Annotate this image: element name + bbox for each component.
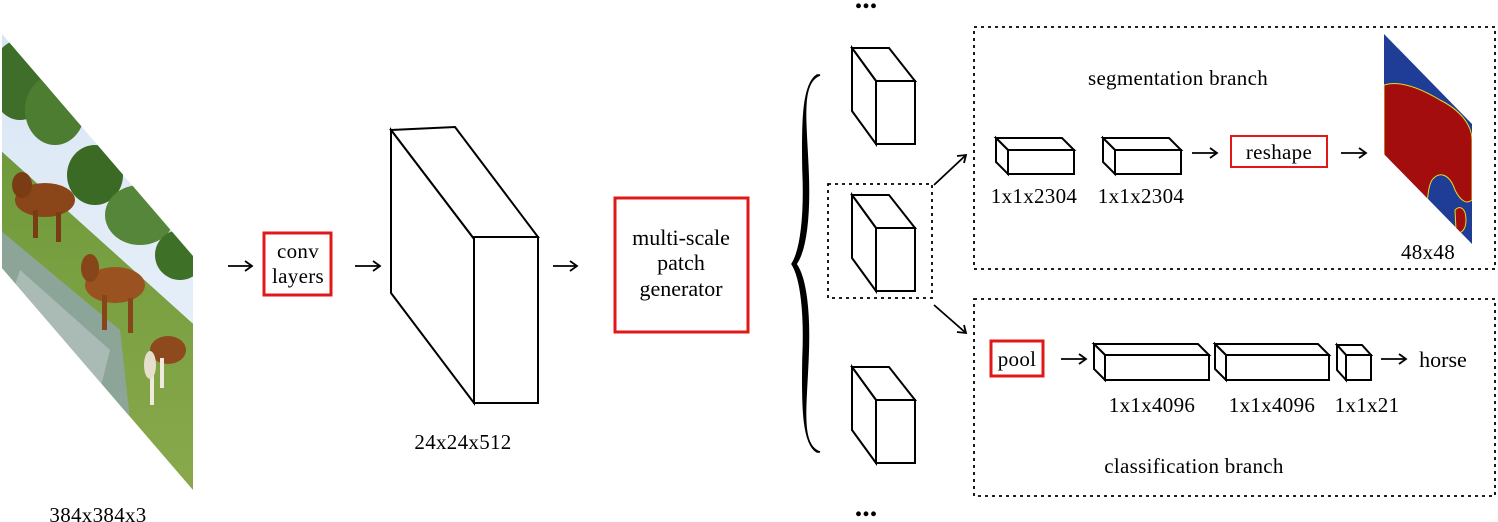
reshape-box: reshape [1230, 135, 1328, 168]
reshape-label: reshape [1246, 140, 1312, 164]
arrow-features-to-generator [553, 260, 579, 272]
arrow-to-cls-fc1 [1061, 353, 1088, 365]
feature-map-volume [389, 125, 540, 406]
selected-patch-frame [827, 183, 933, 299]
arrow-to-segmentation [933, 153, 968, 186]
conv-label-line1: conv [277, 239, 319, 263]
arrow-to-mask [1341, 147, 1368, 159]
arrow-to-reshape [1192, 147, 1219, 159]
input-image [2, 34, 193, 490]
arrow-to-classification [933, 304, 968, 335]
conv-label-line2: layers [272, 264, 324, 288]
cls-fc1-label: 1x1x4096 [1109, 393, 1195, 417]
seg-fc1-label: 1x1x2304 [991, 184, 1078, 208]
segmentation-branch-frame [973, 26, 1496, 270]
generator-label-line1: multi-scale [632, 225, 730, 250]
arrow-to-class [1381, 353, 1408, 365]
segmentation-branch-title: segmentation branch [1088, 66, 1268, 90]
arrow-input-to-conv [228, 260, 254, 272]
input-size-label: 384x384x3 [49, 503, 146, 522]
pool-box: pool [989, 339, 1045, 378]
predicted-class-label: horse [1419, 347, 1467, 372]
patch-cube-middle [850, 191, 918, 295]
patch-cube-bottom [850, 363, 918, 467]
generator-label-line2: patch [657, 250, 705, 275]
patch-generator-box: multi-scale patch generator [613, 196, 750, 334]
cls-fc-block-1 [1091, 341, 1212, 383]
feature-size-label: 24x24x512 [414, 430, 511, 454]
ellipsis-top: ... [855, 0, 878, 15]
conv-layers-box: conv layers [262, 231, 333, 297]
mask-size-label: 48x48 [1401, 240, 1455, 264]
generator-label-line3: generator [639, 276, 723, 301]
patch-cube-top [850, 44, 918, 148]
ellipsis-bottom: ... [855, 490, 878, 522]
arrow-conv-to-features [355, 260, 382, 272]
segmentation-mask [1384, 34, 1472, 244]
cls-fc2-label: 1x1x4096 [1229, 393, 1315, 417]
cls-fc-block-2 [1212, 341, 1332, 383]
seg-fc-block-2 [1100, 135, 1184, 177]
cls-output-block [1334, 342, 1374, 383]
cls-out-label: 1x1x21 [1335, 393, 1400, 417]
pool-label: pool [998, 347, 1037, 371]
classification-branch-title: classification branch [1104, 454, 1284, 478]
seg-fc2-label: 1x1x2304 [1098, 184, 1185, 208]
classification-branch-frame [973, 298, 1496, 497]
seg-fc-block-1 [993, 135, 1077, 177]
curly-brace [791, 74, 821, 453]
